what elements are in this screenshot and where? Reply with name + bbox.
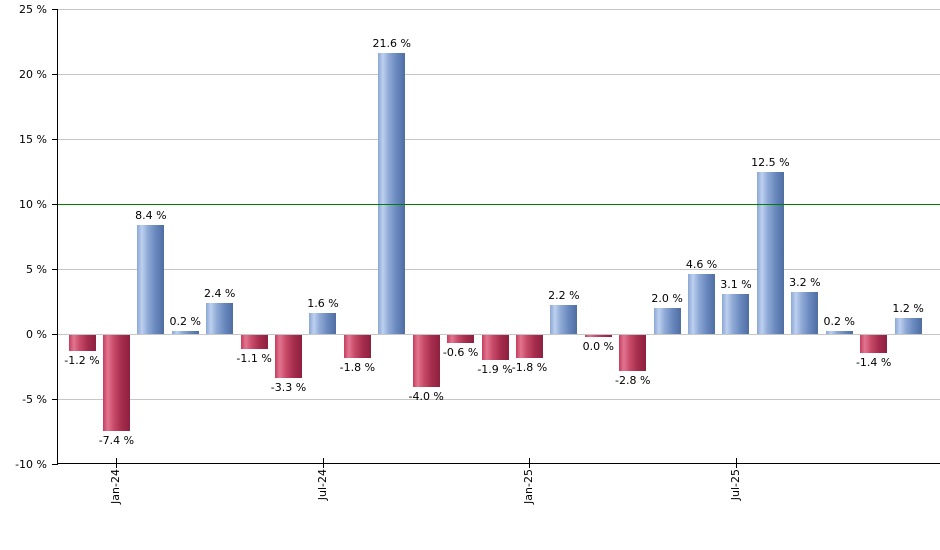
bar-Oct-24 [412,335,440,387]
bar-value-label: 1.2 % [892,302,924,316]
x-axis-tick [735,458,737,468]
bar-value-label: -1.8 % [339,361,376,375]
bar-value-label: 3.1 % [720,277,752,291]
y-axis-tick [52,334,57,335]
y-axis-tick [52,399,57,400]
x-axis-label: Jan-24 [109,469,123,504]
bar-value-label: 2.2 % [548,289,580,303]
gridline [57,139,940,140]
bar-Apr-25 [619,335,647,372]
gridline [57,334,940,335]
gridline [57,269,940,270]
bar-Jun-25 [688,274,716,334]
y-axis-label: 15 % [19,133,47,146]
x-axis-label-text: Jan-24 [109,469,123,504]
bar-value-label: 2.0 % [651,292,683,305]
bar-Oct-25 [825,331,853,334]
y-axis-label: 25 % [19,3,47,16]
bar-value-label: 0.0 % [582,340,615,353]
bar-value-label: 2.4 % [203,286,236,300]
bar-Dec-24 [481,335,509,360]
bar-value-label: 1.6 % [307,297,339,311]
bar-Mar-25 [584,335,612,337]
gridline [57,399,940,400]
bar-Aug-25 [756,171,784,334]
bar-value-label: -4.0 % [408,390,444,403]
bar-May-24 [240,335,268,350]
bar-value-label: 0.2 % [823,315,855,329]
y-axis-tick [52,204,57,205]
bar-Jun-24 [275,335,303,378]
x-axis-tick [116,458,118,468]
bar-Feb-25 [550,305,578,334]
y-axis-tick [52,9,57,10]
x-axis-label-text: Jul-24 [315,469,329,501]
bar-value-label: -1.9 % [477,362,513,376]
bar-Jan-24 [102,335,130,432]
bar-value-label: -7.4 % [98,434,135,448]
bar-Nov-25 [860,335,888,354]
bar-value-label: -2.8 % [615,374,651,388]
bar-value-label: 8.4 % [135,208,167,222]
plot-area [57,9,940,464]
bar-Sep-24 [378,53,406,334]
bar-value-label: -1.2 % [64,353,100,367]
x-axis-tick [322,458,324,468]
gridline [57,9,940,10]
bar-Jan-25 [515,335,543,359]
bar-value-label: 12.5 % [751,155,790,169]
y-axis-tick [52,139,57,140]
bar-Feb-24 [137,224,165,334]
gridline [57,74,940,75]
bar-May-25 [653,308,681,334]
bar-Apr-24 [206,302,234,334]
y-axis-label: 20 % [19,68,47,81]
x-axis-label: Jul-24 [316,469,330,500]
y-axis-label: 10 % [19,198,47,211]
bar-value-label: 3.2 % [789,276,821,290]
bar-value-label: -3.3 % [270,380,307,394]
bar-Jul-24 [309,313,337,334]
bar-Aug-24 [343,335,371,359]
y-axis-label: 5 % [26,263,47,276]
x-axis [57,463,940,464]
bar-value-label: -1.4 % [855,356,892,370]
y-axis-label: -5 % [22,393,47,406]
bar-Dec-25 [894,318,922,334]
x-axis-label: Jul-25 [729,469,743,500]
y-axis-tick [52,74,57,75]
x-axis-label-text: Jan-25 [522,469,536,504]
x-axis-tick [529,458,531,468]
y-axis-tick [52,269,57,270]
y-axis-label: 0 % [26,328,47,341]
bar-value-label: -1.1 % [236,352,272,366]
bar-value-label: -0.6 % [442,345,479,359]
bar-Jul-25 [722,293,750,334]
bar-value-label: -1.8 % [511,361,548,375]
y-axis [57,9,58,465]
y-axis-tick [52,464,57,465]
bar-Mar-24 [171,331,199,334]
bar-value-label: 4.6 % [685,258,718,272]
bar-Dec-23 [68,335,96,351]
y-axis-label: -10 % [15,458,47,471]
x-axis-label: Jan-25 [522,469,536,504]
bar-value-label: 0.2 % [169,315,201,329]
bar-value-label: 21.6 % [372,37,411,51]
bar-Nov-24 [447,335,475,343]
x-axis-label-text: Jul-25 [728,469,742,501]
bar-Sep-25 [791,292,819,334]
reference-line [57,204,940,205]
